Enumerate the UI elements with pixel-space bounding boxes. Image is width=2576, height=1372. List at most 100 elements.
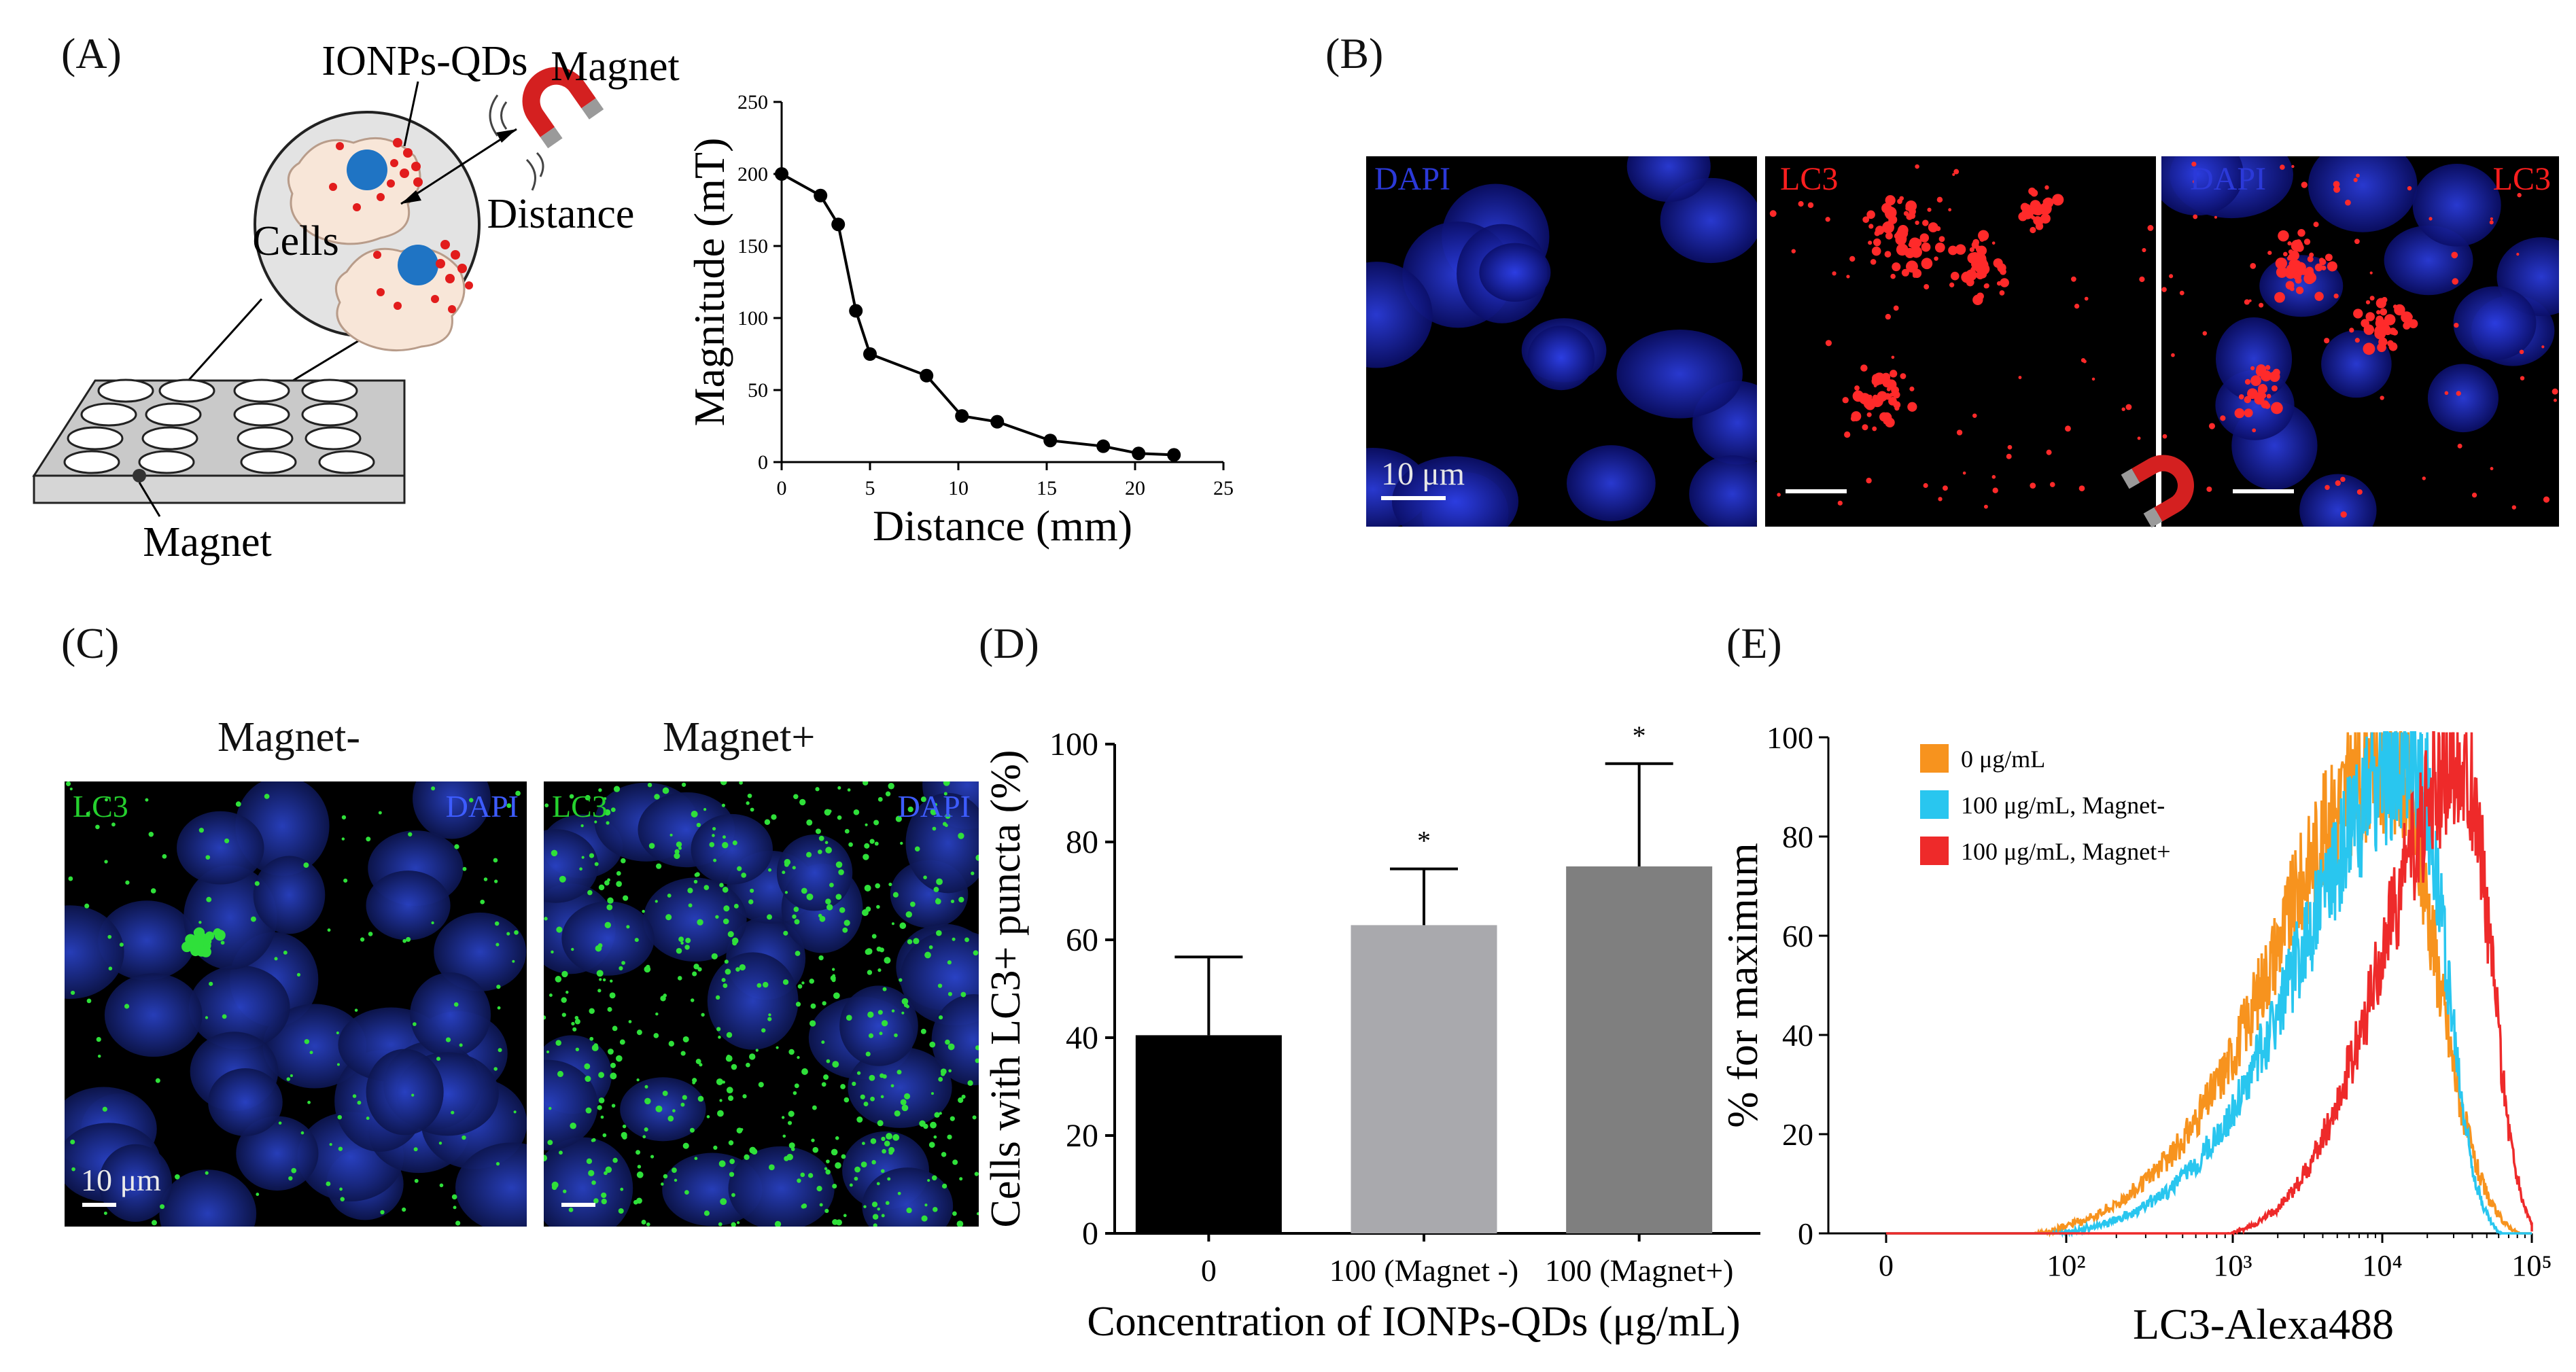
chart-d-bar: Cells with LC3+ puncta (%) Concentration… bbox=[983, 720, 1760, 1345]
x-tick-label: 100 (Magnet -) bbox=[1329, 1253, 1518, 1288]
puncta bbox=[2333, 186, 2341, 193]
puncta bbox=[1825, 340, 1832, 347]
scalebar-text: 10 μm bbox=[1381, 456, 1465, 492]
puncta bbox=[2000, 268, 2006, 275]
puncta bbox=[795, 951, 801, 956]
nucleus bbox=[366, 1049, 444, 1136]
puncta bbox=[352, 1094, 357, 1098]
puncta bbox=[703, 808, 707, 811]
chart-d-xlabel: Concentration of IONPs-QDs (μg/mL) bbox=[1087, 1299, 1740, 1345]
puncta bbox=[462, 866, 467, 871]
puncta bbox=[809, 1020, 816, 1027]
puncta bbox=[1923, 482, 1928, 489]
micrograph-b-merge-image bbox=[2151, 131, 2576, 547]
puncta bbox=[1905, 206, 1910, 211]
puncta bbox=[612, 1025, 618, 1032]
puncta bbox=[788, 1142, 795, 1149]
puncta bbox=[598, 1097, 605, 1104]
puncta bbox=[326, 1181, 331, 1186]
puncta bbox=[936, 930, 942, 936]
puncta bbox=[151, 1220, 157, 1226]
puncta bbox=[2335, 480, 2341, 487]
puncta bbox=[493, 858, 498, 863]
puncta bbox=[2289, 250, 2299, 261]
nucleus bbox=[2412, 163, 2501, 247]
puncta bbox=[104, 860, 108, 864]
puncta bbox=[882, 987, 887, 991]
puncta bbox=[105, 798, 108, 802]
micrograph-c-magnet-minus-image bbox=[16, 758, 568, 1259]
image-label-right: LC3 bbox=[2492, 161, 2551, 197]
puncta bbox=[862, 779, 869, 786]
puncta bbox=[891, 922, 894, 926]
image-label-right: DAPI bbox=[445, 789, 519, 824]
puncta bbox=[952, 1211, 957, 1216]
puncta bbox=[2265, 365, 2271, 370]
puncta bbox=[343, 878, 348, 883]
puncta bbox=[694, 873, 699, 877]
puncta bbox=[719, 883, 724, 887]
puncta bbox=[685, 937, 691, 943]
puncta bbox=[2301, 181, 2308, 188]
puncta bbox=[2044, 185, 2049, 190]
puncta bbox=[959, 1177, 963, 1181]
puncta bbox=[68, 876, 73, 881]
puncta bbox=[722, 1080, 725, 1084]
puncta bbox=[2208, 423, 2215, 429]
puncta bbox=[119, 943, 124, 947]
puncta bbox=[794, 919, 800, 925]
puncta bbox=[806, 893, 814, 900]
puncta bbox=[741, 873, 746, 878]
puncta bbox=[459, 1043, 463, 1047]
puncta bbox=[806, 851, 812, 858]
puncta bbox=[784, 862, 789, 867]
puncta bbox=[947, 1134, 952, 1140]
y-tick-label: 60 bbox=[1782, 919, 1813, 953]
puncta bbox=[1860, 364, 1868, 372]
puncta bbox=[222, 1014, 227, 1019]
puncta bbox=[557, 1070, 563, 1077]
puncta bbox=[792, 914, 797, 919]
puncta bbox=[2307, 272, 2313, 278]
puncta bbox=[667, 893, 672, 898]
puncta bbox=[65, 781, 71, 786]
puncta bbox=[872, 1214, 879, 1220]
puncta bbox=[585, 794, 591, 801]
puncta bbox=[880, 1169, 885, 1174]
puncta bbox=[729, 1159, 735, 1165]
puncta bbox=[1888, 397, 1897, 406]
puncta bbox=[923, 1123, 928, 1129]
puncta bbox=[868, 1033, 874, 1038]
puncta bbox=[901, 1011, 905, 1015]
puncta bbox=[937, 983, 943, 988]
puncta bbox=[914, 846, 920, 852]
puncta bbox=[2000, 278, 2009, 287]
puncta bbox=[847, 788, 851, 792]
puncta bbox=[934, 1112, 940, 1118]
puncta bbox=[108, 966, 113, 971]
panel-label-d: (D) bbox=[979, 619, 1039, 667]
puncta bbox=[755, 1049, 759, 1052]
puncta bbox=[2490, 217, 2493, 221]
puncta bbox=[732, 840, 737, 845]
puncta bbox=[155, 1078, 160, 1083]
puncta bbox=[654, 794, 660, 800]
puncta bbox=[862, 1142, 865, 1146]
puncta bbox=[599, 978, 602, 981]
puncta bbox=[205, 1171, 209, 1175]
puncta bbox=[604, 797, 607, 801]
nucleus bbox=[188, 965, 290, 1050]
nucleus bbox=[253, 856, 326, 934]
puncta bbox=[607, 878, 610, 882]
data-point bbox=[775, 167, 788, 181]
puncta bbox=[148, 831, 154, 837]
puncta bbox=[589, 1008, 595, 1015]
puncta bbox=[2256, 364, 2267, 374]
puncta bbox=[2191, 161, 2197, 167]
puncta bbox=[559, 875, 566, 883]
puncta bbox=[609, 992, 616, 999]
scalebar bbox=[2233, 489, 2294, 493]
puncta bbox=[801, 1068, 808, 1075]
puncta bbox=[884, 1140, 890, 1147]
puncta bbox=[2454, 322, 2459, 328]
